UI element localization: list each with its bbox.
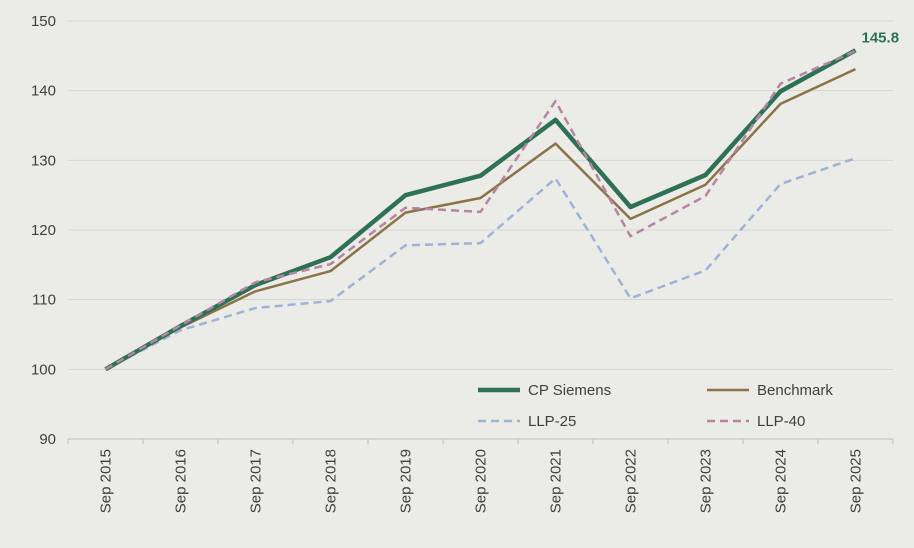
y-tick-label: 130: [31, 152, 56, 169]
x-tick-label: Sep 2021: [548, 449, 565, 513]
y-tick-label: 140: [31, 83, 56, 100]
x-tick-label: Sep 2022: [623, 449, 640, 513]
series-line-benchmark: [104, 67, 857, 371]
y-tick-label: 120: [31, 222, 56, 239]
x-tick-label: Sep 2016: [173, 449, 190, 513]
gridlines: [68, 20, 893, 440]
series-line-llp-25: [104, 157, 856, 371]
legend-label: Benchmark: [757, 382, 833, 399]
legend: CP Siemens Benchmark LLP-25 LLP-40: [478, 382, 833, 430]
x-tick-label: Sep 2019: [398, 449, 415, 513]
x-tick-label: Sep 2020: [473, 449, 490, 513]
series-line-cp-siemens: [104, 48, 857, 372]
x-tick-label: Sep 2024: [773, 449, 790, 513]
series-line-llp-40: [104, 49, 856, 371]
series-lines: [104, 48, 857, 372]
x-tick-label: Sep 2018: [323, 449, 340, 513]
y-tick-label: 110: [32, 292, 56, 309]
y-tick-label: 150: [31, 13, 56, 30]
legend-label: LLP-40: [757, 413, 805, 430]
x-tick-label: Sep 2017: [248, 449, 265, 513]
legend-label: LLP-25: [528, 413, 576, 430]
axes: 90 100 110 120 130 140 150 Sep 2015 Sep 2016 Sep …: [31, 13, 894, 513]
data-labels: 145.8: [862, 29, 900, 46]
y-tick-label: 90: [39, 431, 56, 448]
legend-label: CP Siemens: [528, 382, 611, 399]
x-tick-label: Sep 2025: [848, 449, 865, 513]
x-tick-label: Sep 2023: [698, 449, 715, 513]
x-tick-label: Sep 2015: [98, 449, 115, 513]
y-tick-label: 100: [31, 361, 56, 378]
data-label-end-value: 145.8: [862, 29, 900, 46]
